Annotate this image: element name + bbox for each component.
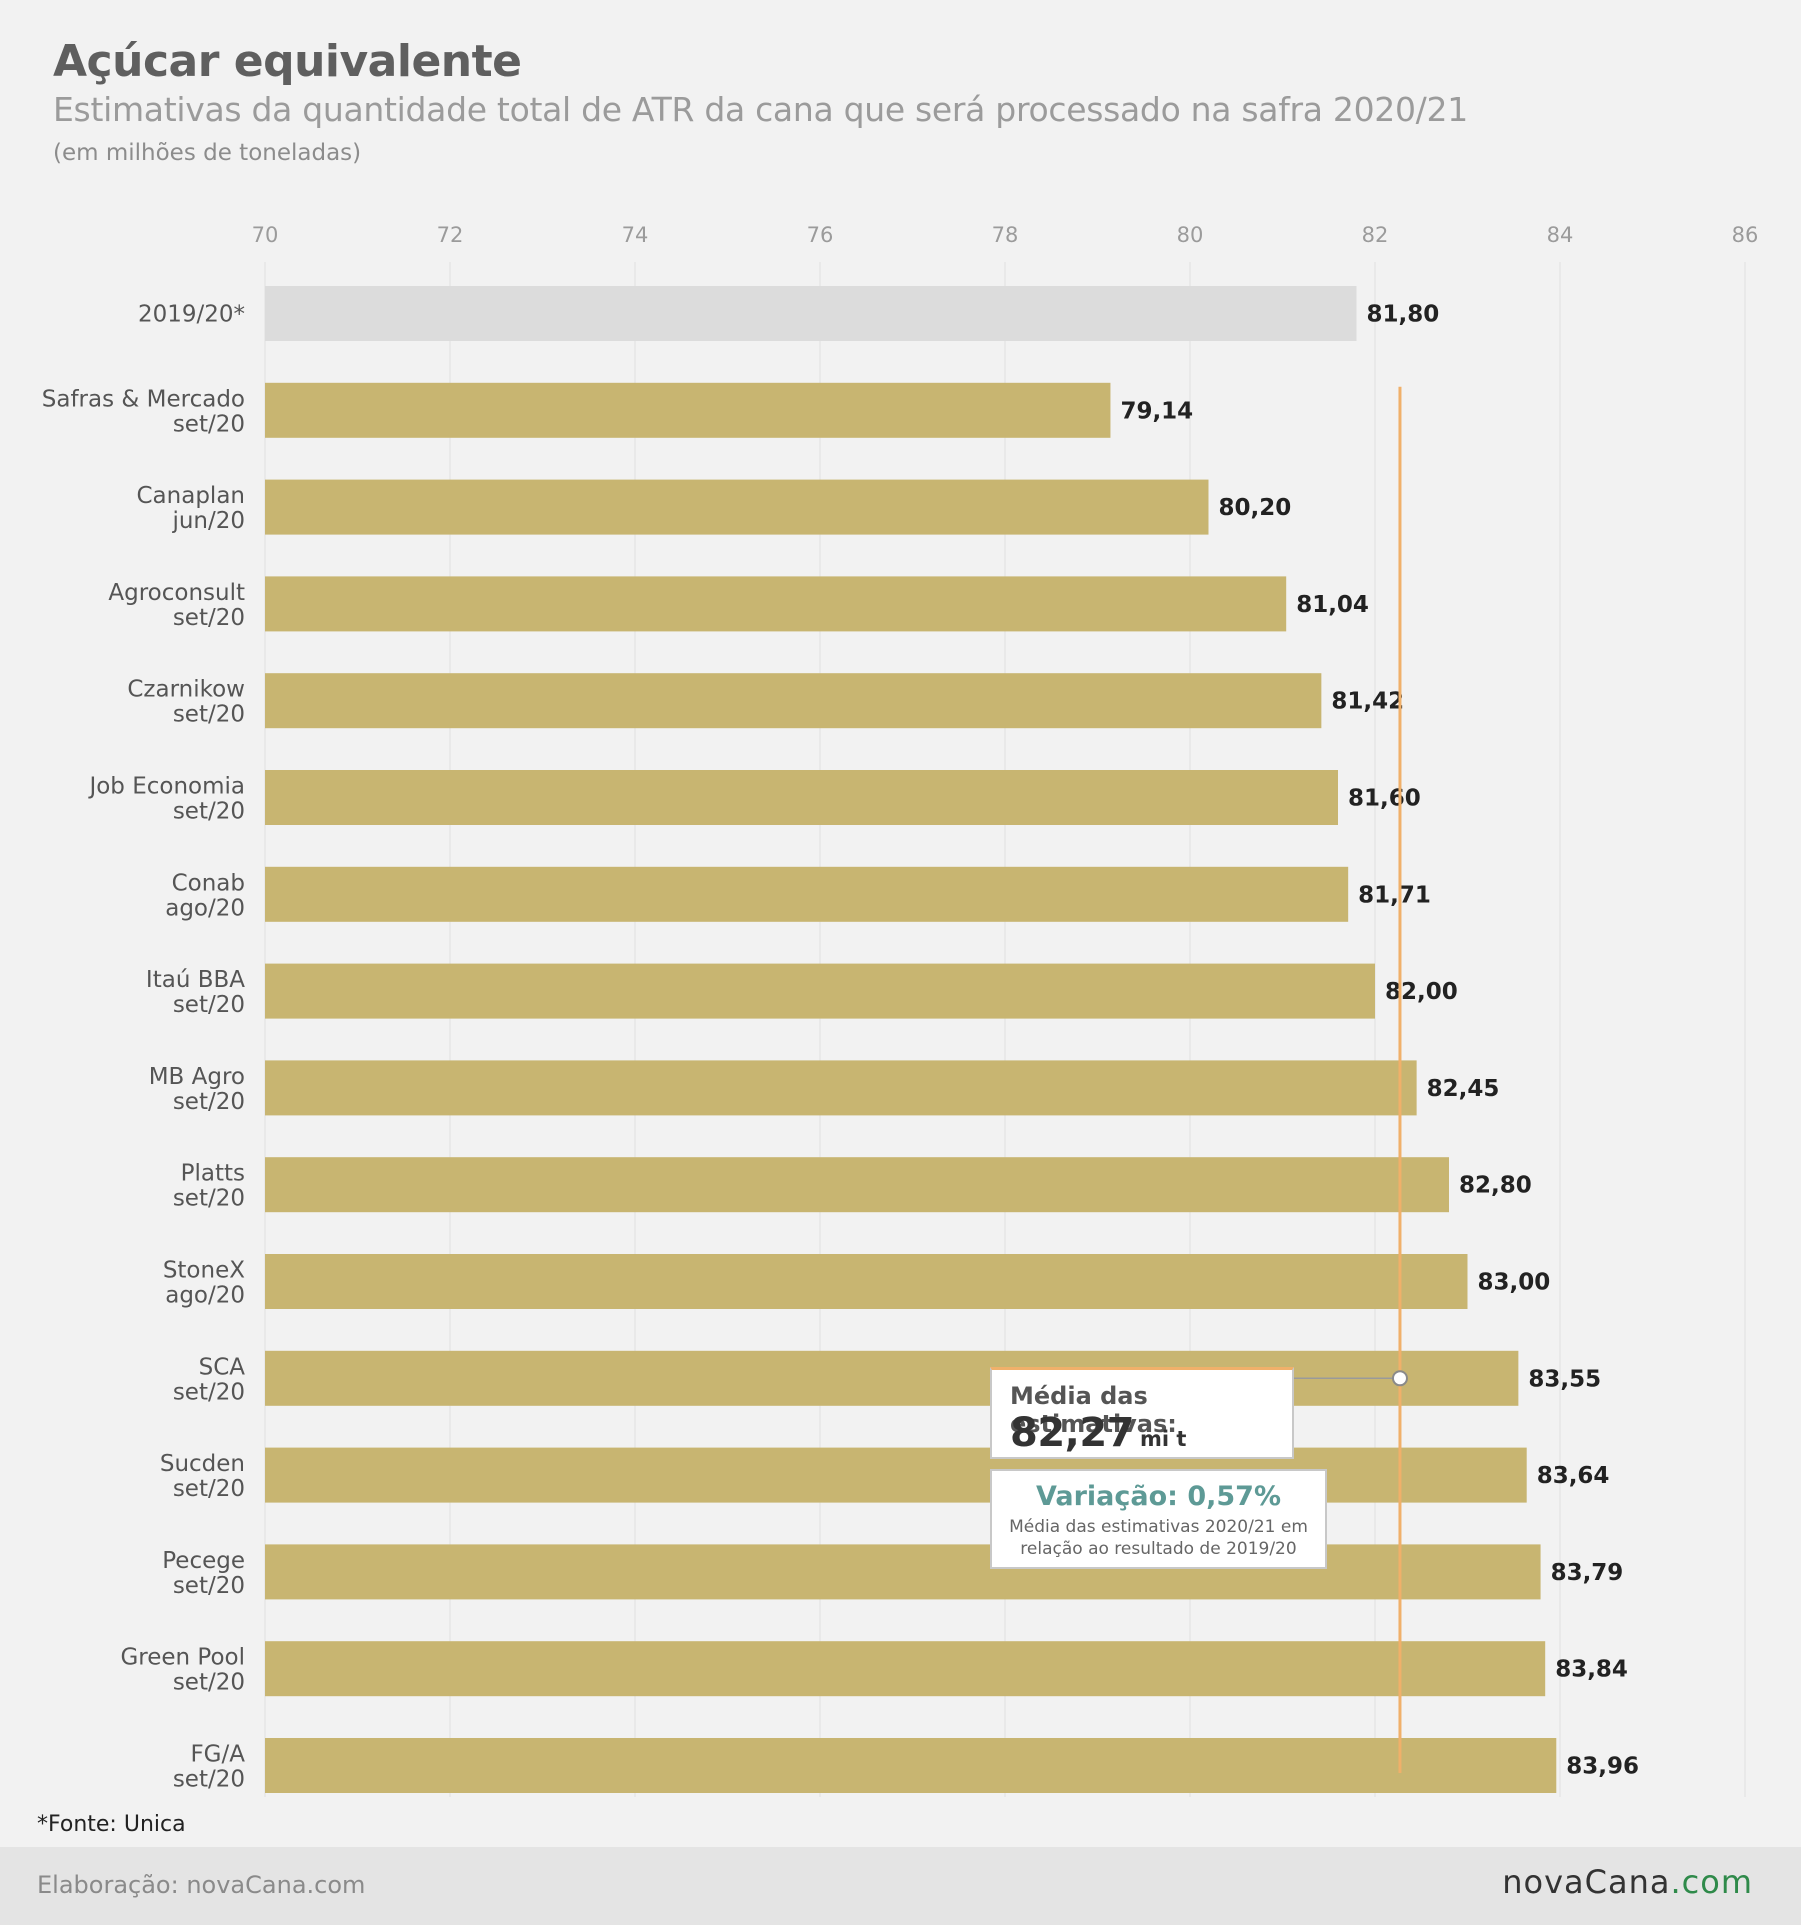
- x-tick-label: 80: [1177, 223, 1204, 247]
- bar-chart: 70 72 74 76 78 80 82 84 86 2019/20* 81,80 Safras & …: [42, 223, 1759, 1797]
- bar: [265, 963, 1375, 1019]
- category-sublabel: jun/20: [171, 508, 245, 534]
- category-sublabel: set/20: [173, 1089, 245, 1115]
- category-label: Safras & Mercado: [42, 386, 245, 412]
- category-sublabel: set/20: [173, 1476, 245, 1502]
- category-sublabel: ago/20: [165, 1283, 245, 1309]
- x-tick-label: 72: [437, 223, 464, 247]
- category-label: 2019/20*: [138, 302, 245, 328]
- bar: [265, 1738, 1557, 1793]
- category-sublabel: ago/20: [165, 895, 245, 921]
- bar: [265, 866, 1349, 922]
- average-marker: [1391, 1370, 1408, 1387]
- category-sublabel: set/20: [173, 411, 245, 437]
- bar: [265, 479, 1209, 535]
- x-tick-label: 82: [1362, 223, 1389, 247]
- value-label: 82,00: [1385, 979, 1458, 1005]
- category-label: Green Pool: [120, 1645, 245, 1671]
- bar: [265, 1157, 1449, 1213]
- value-label: 81,42: [1331, 689, 1404, 715]
- bar: [265, 1060, 1417, 1116]
- value-label: 81,80: [1367, 302, 1440, 328]
- category-sublabel: set/20: [173, 1379, 245, 1405]
- average-value: 82,27: [1010, 1410, 1135, 1456]
- category-label: Czarnikow: [127, 677, 245, 703]
- bar: [265, 1641, 1546, 1697]
- bar: [265, 1544, 1541, 1600]
- category-label: Pecege: [162, 1548, 245, 1574]
- variation-callout: Variação: 0,57% Média das estimativas 20…: [990, 1469, 1327, 1569]
- category-label: StoneX: [163, 1258, 245, 1284]
- brand-logo: novaCana.com: [1502, 1863, 1753, 1901]
- bar: [265, 382, 1111, 438]
- x-tick-label: 86: [1732, 223, 1759, 247]
- category-sublabel: set/20: [173, 799, 245, 825]
- value-label: 83,55: [1528, 1366, 1601, 1392]
- value-label: 82,80: [1459, 1173, 1532, 1199]
- source-note: *Fonte: Unica: [37, 1812, 186, 1837]
- page-title: Açúcar equivalente: [53, 36, 522, 87]
- value-label: 83,79: [1551, 1560, 1624, 1586]
- category-label: Agroconsult: [108, 580, 245, 606]
- logo-main: novaCana: [1502, 1863, 1671, 1901]
- category-label: Job Economia: [87, 774, 245, 800]
- value-label: 79,14: [1120, 398, 1193, 424]
- category-sublabel: set/20: [173, 992, 245, 1018]
- x-tick-label: 84: [1547, 223, 1574, 247]
- logo-accent: .com: [1670, 1863, 1753, 1901]
- average-unit: mi t: [1140, 1427, 1187, 1451]
- bar: [265, 286, 1357, 341]
- variation-label: Variação: 0,57%: [1035, 1481, 1282, 1512]
- category-sublabel: set/20: [173, 605, 245, 631]
- category-label: FG/A: [190, 1742, 245, 1768]
- value-label: 83,96: [1566, 1754, 1639, 1780]
- category-sublabel: set/20: [173, 1767, 245, 1793]
- average-callout: Média das estimativas: 82,27 mi t: [990, 1367, 1294, 1459]
- value-label: 82,45: [1427, 1076, 1500, 1102]
- category-label: Platts: [181, 1161, 245, 1187]
- bar: [265, 576, 1287, 632]
- value-label: 83,64: [1537, 1463, 1610, 1489]
- value-label: 80,20: [1219, 495, 1292, 521]
- footer-credit: Elaboração: novaCana.com: [37, 1871, 366, 1899]
- x-tick-label: 78: [992, 223, 1019, 247]
- unit-note: (em milhões de toneladas): [53, 140, 362, 166]
- footer: Elaboração: novaCana.com novaCana.com: [0, 1847, 1801, 1925]
- bar: [265, 1254, 1468, 1309]
- category-label: SCA: [199, 1354, 246, 1380]
- category-sublabel: set/20: [173, 1186, 245, 1212]
- value-label: 83,84: [1555, 1657, 1628, 1683]
- x-tick-label: 70: [252, 223, 279, 247]
- value-label: 81,04: [1296, 592, 1369, 618]
- category-sublabel: set/20: [173, 1573, 245, 1599]
- category-label: Itaú BBA: [146, 967, 245, 993]
- bar: [265, 1447, 1527, 1503]
- average-label: Média das estimativas:: [1010, 1382, 1177, 1438]
- category-sublabel: set/20: [173, 1670, 245, 1696]
- category-label: Canaplan: [137, 483, 246, 509]
- category-label: Sucden: [160, 1451, 245, 1477]
- value-label: 83,00: [1478, 1270, 1551, 1296]
- x-tick-label: 74: [622, 223, 649, 247]
- category-label: Conab: [172, 870, 245, 896]
- value-label: 81,71: [1358, 882, 1431, 908]
- category-label: MB Agro: [149, 1064, 245, 1090]
- page-subtitle: Estimativas da quantidade total de ATR d…: [53, 90, 1468, 129]
- variation-description: Média das estimativas 2020/21 em relação…: [1009, 1517, 1308, 1559]
- bar: [265, 673, 1322, 729]
- bar: [265, 770, 1338, 825]
- value-label: 81,60: [1348, 786, 1421, 812]
- category-sublabel: set/20: [173, 702, 245, 728]
- x-tick-label: 76: [807, 223, 834, 247]
